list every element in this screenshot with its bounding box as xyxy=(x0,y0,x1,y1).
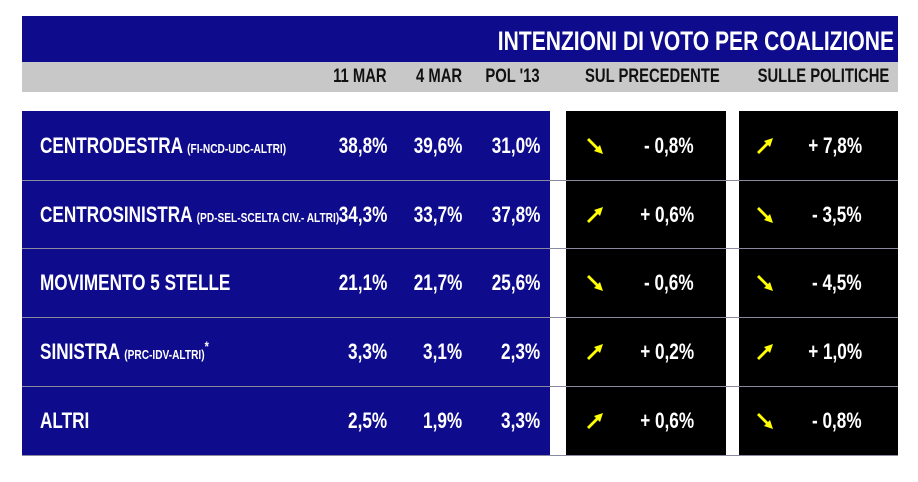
party-detail: (PRC-IDV-ALTRI) xyxy=(124,347,205,362)
arrow-up-icon xyxy=(585,342,605,362)
table-row: CENTRODESTRA (FI-NCD-UDC-ALTRI) 38,8% 39,6… xyxy=(0,112,918,180)
party-detail: (FI-NCD-UDC-ALTRI) xyxy=(187,141,287,156)
party-name: MOVIMENTO 5 STELLE xyxy=(40,270,231,295)
value-v11mar: 34,3% xyxy=(338,202,387,227)
footnote-mark: * xyxy=(204,338,209,354)
change-previous-value: + 0,6% xyxy=(640,408,694,433)
change-elections-value: - 3,5% xyxy=(812,202,862,227)
title-bar: INTENZIONI DI VOTO PER COALIZIONE xyxy=(22,16,898,62)
party-label: MOVIMENTO 5 STELLE xyxy=(40,249,284,317)
value-pol13: 31,0% xyxy=(491,133,540,158)
value-v4mar: 39,6% xyxy=(413,133,462,158)
arrow-down-icon xyxy=(755,205,775,225)
value-pol13: 2,3% xyxy=(500,339,540,364)
value-v11mar: 2,5% xyxy=(347,408,387,433)
table-row: MOVIMENTO 5 STELLE 21,1% 21,7% 25,6% - 0,6% -… xyxy=(0,249,918,317)
row-divider xyxy=(22,386,898,387)
table-row: CENTROSINISTRA (PD-SEL-SCELTA CIV.- ALTR… xyxy=(0,181,918,249)
table-row: ALTRI 2,5% 1,9% 3,3% + 0,6% - 0,8% xyxy=(0,387,918,455)
column-header-bar: 11 MAR 4 MAR POL '13 SUL PRECEDENTE SULL… xyxy=(22,62,898,92)
value-pol13: 37,8% xyxy=(491,202,540,227)
row-divider xyxy=(22,455,898,456)
change-elections-value: + 1,0% xyxy=(808,339,862,364)
arrow-up-icon xyxy=(755,342,775,362)
change-previous-value: + 0,6% xyxy=(640,202,694,227)
change-previous-panel xyxy=(566,111,726,455)
value-v11mar: 3,3% xyxy=(347,339,387,364)
arrow-down-icon xyxy=(755,411,775,431)
column-header-pol13: POL '13 xyxy=(485,66,540,87)
party-name: CENTROSINISTRA xyxy=(40,202,192,227)
column-header-4mar: 4 MAR xyxy=(415,66,462,87)
value-v11mar: 38,8% xyxy=(338,133,387,158)
party-name: CENTRODESTRA xyxy=(40,133,183,158)
value-v4mar: 33,7% xyxy=(413,202,462,227)
column-header-sul-precedente: SUL PRECEDENTE xyxy=(585,66,720,87)
party-label: CENTROSINISTRA (PD-SEL-SCELTA CIV.- ALTR… xyxy=(40,181,424,249)
value-v11mar: 21,1% xyxy=(338,270,387,295)
value-v4mar: 3,1% xyxy=(422,339,462,364)
value-pol13: 3,3% xyxy=(500,408,540,433)
arrow-up-icon xyxy=(585,411,605,431)
arrow-down-icon xyxy=(585,273,605,293)
arrow-down-icon xyxy=(585,136,605,156)
arrow-up-icon xyxy=(585,205,605,225)
change-elections-value: - 0,8% xyxy=(812,408,862,433)
party-label: ALTRI xyxy=(40,387,103,455)
row-divider xyxy=(22,180,898,181)
chart-title: INTENZIONI DI VOTO PER COALIZIONE xyxy=(497,26,894,56)
change-previous-value: - 0,6% xyxy=(644,270,694,295)
value-v4mar: 1,9% xyxy=(422,408,462,433)
party-detail: (PD-SEL-SCELTA CIV.- ALTRI) xyxy=(196,210,340,225)
value-pol13: 25,6% xyxy=(491,270,540,295)
change-elections-value: - 4,5% xyxy=(812,270,862,295)
arrow-up-icon xyxy=(755,136,775,156)
party-label: SINISTRA (PRC-IDV-ALTRI)* xyxy=(40,318,256,386)
arrow-down-icon xyxy=(755,273,775,293)
party-name: SINISTRA xyxy=(40,339,120,364)
change-elections-value: + 7,8% xyxy=(808,133,862,158)
column-header-sulle-politiche: SULLE POLITICHE xyxy=(757,66,890,87)
row-divider xyxy=(22,248,898,249)
row-divider xyxy=(22,317,898,318)
change-previous-value: + 0,2% xyxy=(640,339,694,364)
values-panel xyxy=(22,111,550,455)
value-v4mar: 21,7% xyxy=(413,270,462,295)
column-header-11mar: 11 MAR xyxy=(333,66,387,87)
table-row: SINISTRA (PRC-IDV-ALTRI)* 3,3% 3,1% 2,3% + 0… xyxy=(0,318,918,386)
party-label: CENTRODESTRA (FI-NCD-UDC-ALTRI) xyxy=(40,112,356,180)
change-previous-value: - 0,8% xyxy=(644,133,694,158)
party-name: ALTRI xyxy=(40,408,90,433)
